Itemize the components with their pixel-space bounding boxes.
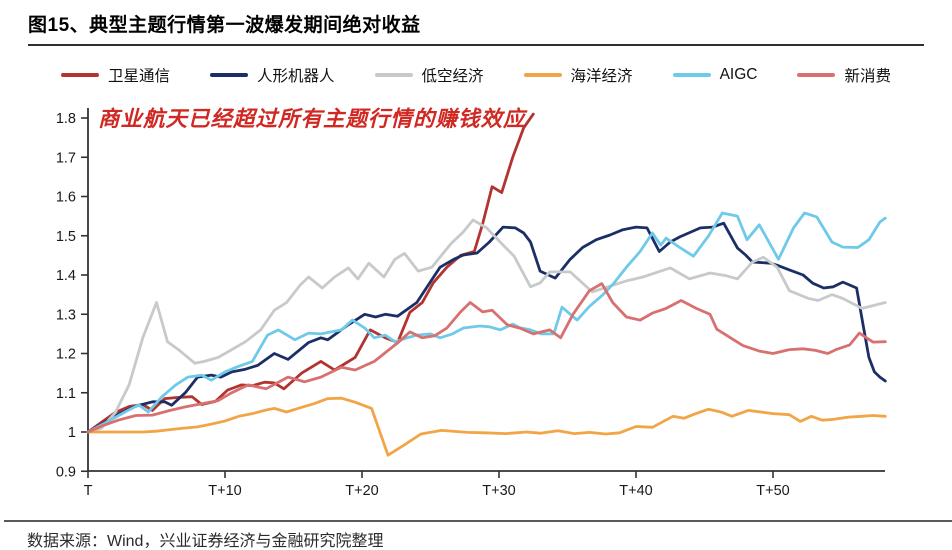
legend-label: 新消费 xyxy=(844,68,891,85)
legend-label: 人形机器人 xyxy=(257,68,335,85)
chart-legend: 卫星通信 人形机器人 低空经济 海洋经济 AIGC 新消费 xyxy=(0,64,952,86)
y-tick-label: 1.4 xyxy=(56,268,76,284)
legend-item: AIGC xyxy=(672,66,758,84)
legend-item: 卫星通信 xyxy=(61,64,170,86)
y-tick-label: 1.7 xyxy=(56,150,76,166)
x-tick-label: T+50 xyxy=(756,483,789,499)
x-tick-label: T+40 xyxy=(619,483,652,499)
source-divider xyxy=(4,520,952,522)
x-tick-label: T+10 xyxy=(208,483,241,499)
legend-label: AIGC xyxy=(719,66,758,83)
legend-item: 低空经济 xyxy=(374,64,484,86)
series-line-AIGC xyxy=(86,211,887,434)
x-tick-label: T+20 xyxy=(345,483,378,499)
legend-item: 海洋经济 xyxy=(523,64,633,86)
series-line-海洋经济 xyxy=(86,396,887,457)
source-note: 数据来源：Wind，兴业证券经济与金融研究院整理 xyxy=(27,533,384,550)
y-tick-label: 1.2 xyxy=(56,347,76,363)
legend-label: 卫星通信 xyxy=(108,68,171,85)
x-tick-label: T+30 xyxy=(482,483,515,499)
legend-swatch-icon xyxy=(797,73,836,77)
y-tick-label: 1.8 xyxy=(56,111,76,127)
legend-swatch-icon xyxy=(374,73,413,77)
y-tick-label: 0.9 xyxy=(56,464,76,480)
figure-title: 图15、典型主题行情第一波爆发期间绝对收益 xyxy=(28,15,421,36)
legend-item: 新消费 xyxy=(797,64,891,86)
legend-label: 低空经济 xyxy=(421,68,484,85)
legend-swatch-icon xyxy=(672,73,711,77)
title-underline xyxy=(28,44,924,46)
legend-swatch-icon xyxy=(210,73,249,77)
legend-swatch-icon xyxy=(61,73,99,77)
y-tick-label: 1.5 xyxy=(56,229,76,245)
series-line-低空经济 xyxy=(86,218,887,434)
series-line-卫星通信 xyxy=(86,112,535,434)
chart-annotation: 商业航天已经超过所有主题行情的赚钱效应 xyxy=(98,107,526,131)
y-tick-label: 1.1 xyxy=(56,386,76,402)
legend-item: 人形机器人 xyxy=(210,64,335,86)
x-tick-label: T xyxy=(84,483,93,499)
legend-swatch-icon xyxy=(523,73,562,77)
y-tick-label: 1 xyxy=(68,425,76,441)
legend-label: 海洋经济 xyxy=(570,68,633,85)
series-line-新消费 xyxy=(86,282,887,434)
y-tick-label: 1.6 xyxy=(56,190,76,206)
series-line-人形机器人 xyxy=(86,221,887,434)
y-tick-label: 1.3 xyxy=(56,307,76,323)
